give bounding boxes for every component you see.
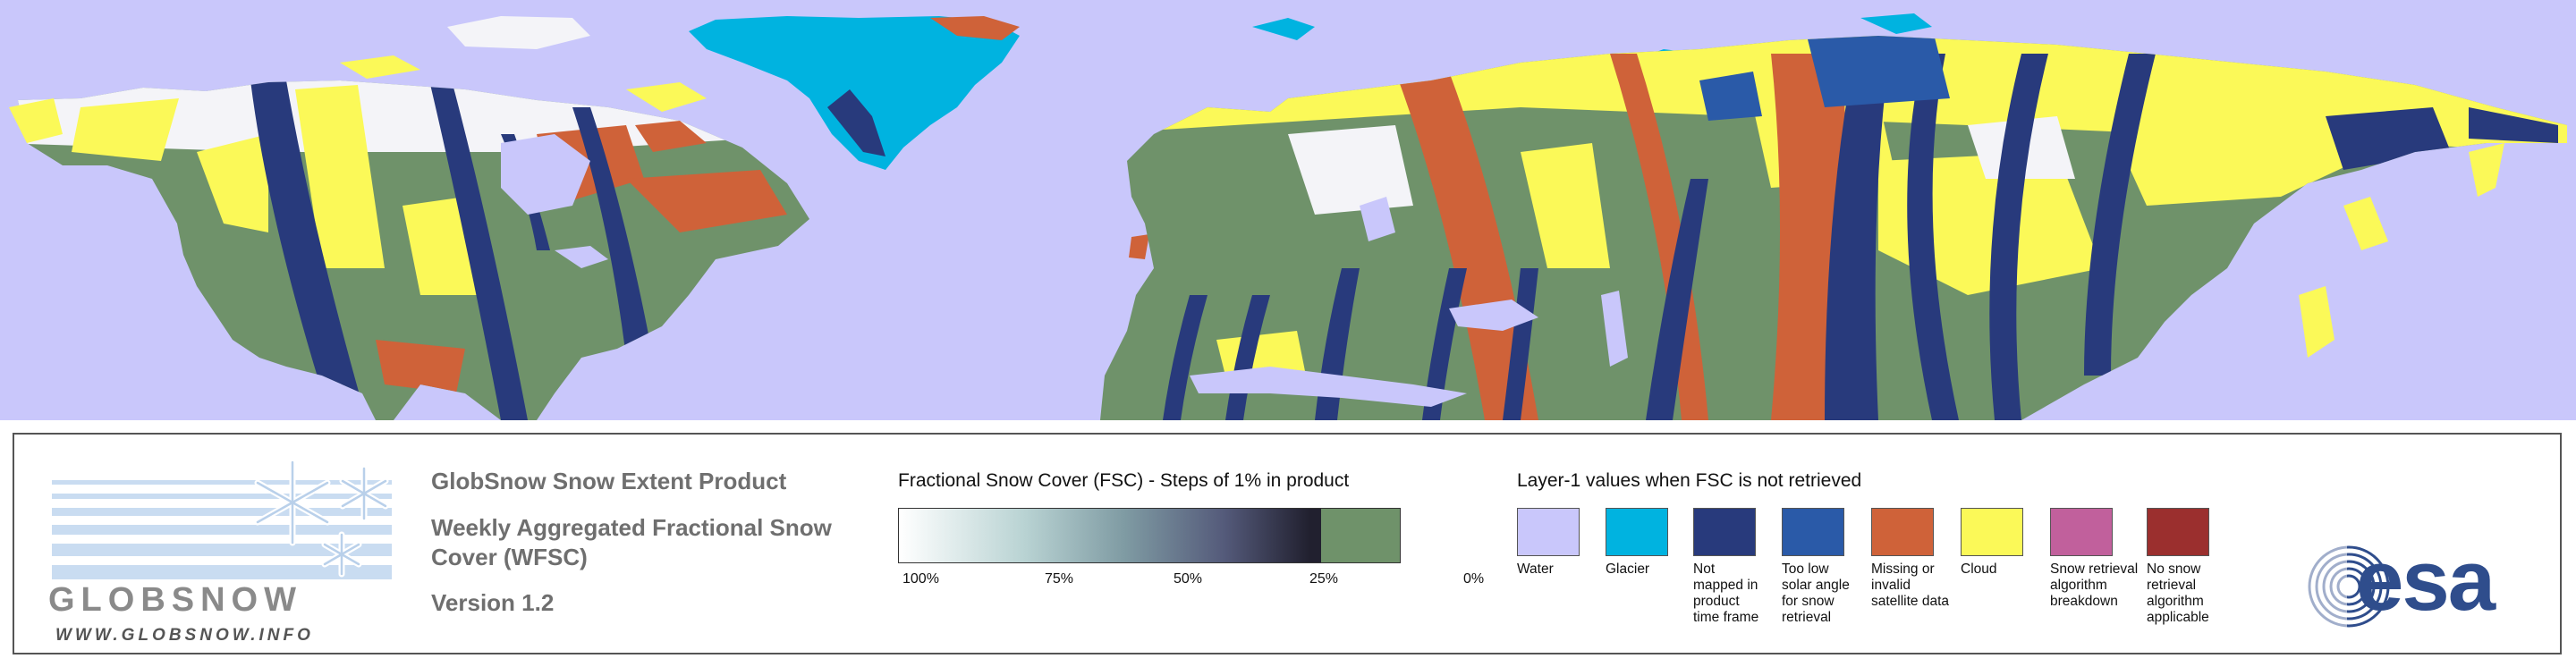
label-glacier: Glacier bbox=[1606, 561, 1650, 577]
swatch-cloud bbox=[1961, 508, 2023, 556]
layer1-legend-title: Layer-1 values when FSC is not retrieved bbox=[1517, 470, 1862, 491]
swatch-glacier bbox=[1606, 508, 1668, 556]
label-missing-data: Missing or invalid satellite data bbox=[1871, 561, 1950, 609]
fsc-legend-title: Fractional Snow Cover (FSC) - Steps of 1… bbox=[898, 470, 1350, 491]
label-algorithm-breakdown: Snow retrieval algorithm breakdown bbox=[2050, 561, 2139, 609]
fsc-tick-0: 0% bbox=[1463, 571, 1485, 587]
esa-logo: esa bbox=[2304, 536, 2546, 631]
fsc-tick-50: 50% bbox=[1174, 571, 1203, 587]
fsc-tick-75: 75% bbox=[1045, 571, 1074, 587]
swatch-no-algorithm bbox=[2147, 508, 2209, 556]
label-not-mapped: Not mapped in product time frame bbox=[1693, 561, 1759, 625]
esa-wordmark: esa bbox=[2356, 533, 2496, 629]
label-low-solar-angle: Too low solar angle for snow retrieval bbox=[1782, 561, 1850, 625]
fsc-colorbar bbox=[898, 508, 1401, 563]
swatch-not-mapped bbox=[1693, 508, 1756, 556]
fsc-zero-swatch bbox=[1321, 509, 1400, 562]
product-title: GlobSnow Snow Extent Product bbox=[431, 468, 787, 494]
label-cloud: Cloud bbox=[1961, 561, 1997, 577]
globsnow-url: WWW.GLOBSNOW.INFO bbox=[55, 626, 314, 645]
globsnow-logo: GLOBSNOW WWW.GLOBSNOW.INFO bbox=[38, 449, 413, 646]
swatch-water bbox=[1517, 508, 1580, 556]
legend-panel: GLOBSNOW WWW.GLOBSNOW.INFO GlobSnow Snow… bbox=[13, 433, 2562, 654]
swatch-missing-data bbox=[1871, 508, 1934, 556]
globsnow-wordmark: GLOBSNOW bbox=[48, 581, 302, 619]
product-subtitle: Weekly Aggregated Fractional Snow Cover … bbox=[431, 514, 832, 570]
swatch-algorithm-breakdown bbox=[2050, 508, 2113, 556]
label-no-algorithm: No snow retrieval algorithm applicable bbox=[2147, 561, 2209, 625]
product-version: Version 1.2 bbox=[431, 589, 555, 616]
swatch-low-solar-angle bbox=[1782, 508, 1844, 556]
label-water: Water bbox=[1517, 561, 1554, 577]
fsc-tick-25: 25% bbox=[1309, 571, 1339, 587]
fsc-tick-100: 100% bbox=[902, 571, 939, 587]
snow-cover-map bbox=[0, 0, 2576, 420]
